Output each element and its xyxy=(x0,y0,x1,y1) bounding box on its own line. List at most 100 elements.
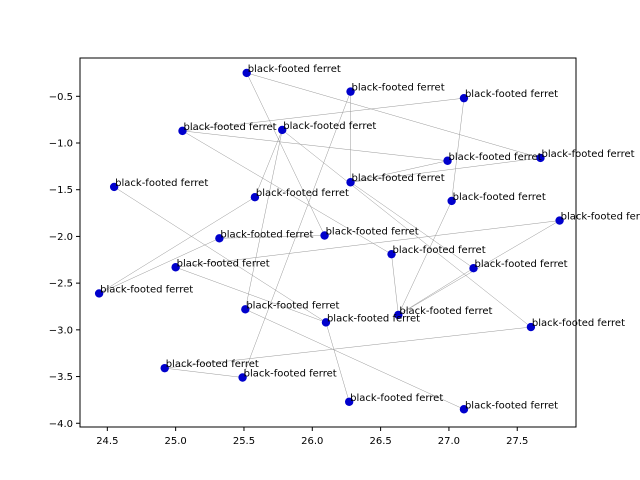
data-point xyxy=(278,125,287,135)
edge-line xyxy=(219,235,325,239)
x-tick-label: 26.0 xyxy=(301,436,323,447)
data-point xyxy=(443,156,452,165)
edge-line xyxy=(325,322,350,402)
point-label: black-footed ferret xyxy=(350,393,443,404)
data-point xyxy=(242,68,251,78)
y-tick-label: −2.0 xyxy=(49,232,73,243)
edges-layer xyxy=(98,72,560,410)
y-tick-label: −3.0 xyxy=(49,325,73,336)
edge-line xyxy=(242,91,351,378)
point-label: black-footed ferret xyxy=(244,368,337,379)
edge-line xyxy=(350,157,541,183)
edge-line xyxy=(350,182,474,269)
data-point xyxy=(555,216,564,225)
data-point xyxy=(250,192,260,202)
data-point xyxy=(394,310,403,320)
data-point xyxy=(459,405,469,414)
edge-line xyxy=(99,238,220,294)
edge-line xyxy=(398,220,560,316)
data-point xyxy=(321,318,331,327)
point-label: black-footed ferret xyxy=(327,313,420,324)
point-label: black-footed ferret xyxy=(393,245,486,256)
data-point xyxy=(178,126,187,136)
data-point xyxy=(344,397,354,406)
data-point xyxy=(459,93,469,103)
point-label: black-footed ferret xyxy=(220,229,313,240)
y-tick-label: −4.0 xyxy=(49,419,73,430)
data-point xyxy=(447,196,456,206)
plot-frame xyxy=(79,57,577,428)
y-tick-label: −1.5 xyxy=(49,185,73,196)
data-point xyxy=(346,178,355,187)
y-axis: −4.0 −3.5 −3.0 −2.5 −2.0 −1.5 −1.0 −0.5 xyxy=(49,92,80,430)
edge-line xyxy=(114,186,327,323)
edge-line xyxy=(164,326,531,369)
point-label: black-footed ferret xyxy=(541,149,634,160)
point-label: black-footed ferret xyxy=(183,122,276,133)
edge-line xyxy=(451,98,465,201)
point-label: black-footed ferret xyxy=(453,192,546,203)
data-point xyxy=(160,363,169,373)
data-point xyxy=(241,305,250,314)
edge-line xyxy=(391,254,399,315)
data-point xyxy=(320,231,329,240)
point-label: black-footed ferret xyxy=(475,259,568,270)
edge-line xyxy=(246,72,325,236)
point-label: black-footed ferret xyxy=(465,400,558,411)
y-tick-label: −3.5 xyxy=(49,372,73,383)
data-point xyxy=(387,249,396,259)
point-label: black-footed ferret xyxy=(352,83,445,94)
point-label: black-footed ferret xyxy=(115,178,208,189)
edge-line xyxy=(175,267,327,323)
edge-line xyxy=(175,220,560,268)
data-point xyxy=(526,322,536,332)
data-point xyxy=(536,153,545,163)
point-label: black-footed ferret xyxy=(256,188,349,199)
point-label: black-footed ferret xyxy=(283,121,376,132)
x-tick-label: 25.5 xyxy=(233,436,255,447)
point-label: black-footed ferret xyxy=(246,300,339,311)
points-layer xyxy=(94,68,564,414)
y-tick-label: −0.5 xyxy=(49,92,73,103)
x-axis: 24.5 25.0 25.5 26.0 26.5 27.0 27.5 xyxy=(96,427,528,447)
x-tick-label: 26.5 xyxy=(369,436,391,447)
x-tick-label: 25.0 xyxy=(165,436,187,447)
edge-line xyxy=(398,200,452,316)
x-tick-label: 27.0 xyxy=(438,436,460,447)
data-point xyxy=(215,234,224,243)
point-label: black-footed ferret xyxy=(100,284,193,295)
edge-line xyxy=(98,196,256,294)
point-label: black-footed ferret xyxy=(449,152,542,163)
edge-line xyxy=(164,367,243,378)
edge-line xyxy=(182,97,464,132)
edge-line xyxy=(254,129,283,198)
data-point xyxy=(469,263,478,273)
edge-line xyxy=(245,309,465,410)
data-point xyxy=(238,373,247,382)
edge-line xyxy=(398,267,474,316)
edge-line xyxy=(282,129,532,328)
point-label: black-footed ferret xyxy=(561,212,640,223)
point-label: black-footed ferret xyxy=(248,64,341,75)
point-label: black-footed ferret xyxy=(465,89,558,100)
y-tick-label: −2.5 xyxy=(49,279,73,290)
point-label: black-footed ferret xyxy=(326,226,419,237)
edge-line xyxy=(182,130,448,162)
data-point xyxy=(109,182,119,192)
edge-line xyxy=(182,130,392,255)
data-point xyxy=(94,289,104,298)
point-label: black-footed ferret xyxy=(532,318,625,329)
edge-line xyxy=(350,160,448,183)
edge-line xyxy=(246,72,541,159)
x-tick-label: 27.5 xyxy=(506,436,528,447)
edge-line xyxy=(245,129,283,310)
point-label: black-footed ferret xyxy=(352,173,445,184)
point-label: black-footed ferret xyxy=(399,306,492,317)
y-tick-label: −1.0 xyxy=(49,139,73,150)
data-point xyxy=(171,263,180,272)
x-tick-label: 24.5 xyxy=(96,436,118,447)
point-label: black-footed ferret xyxy=(166,359,259,370)
